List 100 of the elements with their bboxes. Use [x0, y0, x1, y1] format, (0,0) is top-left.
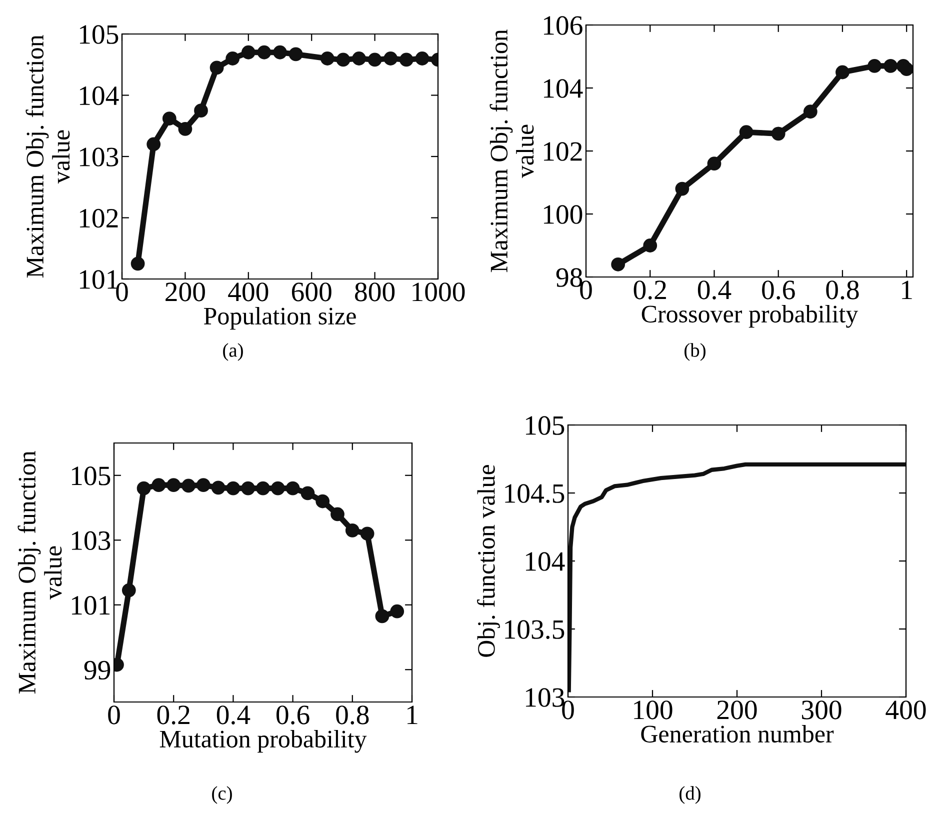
point	[256, 481, 270, 496]
point	[836, 65, 850, 80]
point	[241, 481, 256, 496]
y-tick-label: 103	[72, 531, 110, 550]
y-tick-label: 105	[80, 25, 118, 44]
x-tick-label: 200	[717, 700, 757, 720]
point	[352, 52, 366, 66]
y-axis-title: Obj. function value	[477, 465, 500, 657]
x-axis-title: Crossover probability	[642, 304, 858, 328]
text: (d)	[680, 786, 700, 804]
point	[884, 59, 898, 73]
y-tick-label: 100	[544, 205, 582, 224]
y-tick-label: 103	[80, 148, 118, 166]
y-tick-label: 102	[80, 208, 118, 228]
y-tick-label: 103.5	[505, 620, 564, 640]
y-tick-label: 106	[544, 16, 582, 35]
point	[384, 52, 398, 66]
x-tick-label: 1	[902, 280, 912, 300]
point	[390, 604, 404, 618]
x-tick-label: 0.6	[276, 706, 310, 724]
x-axis-title: Mutation probability	[160, 730, 367, 753]
point	[675, 182, 690, 196]
point	[320, 52, 334, 66]
point	[771, 126, 786, 141]
point	[270, 481, 285, 496]
y-tick-label: 104.5	[505, 484, 564, 504]
text: (c)	[212, 786, 232, 804]
point	[415, 52, 430, 66]
point	[130, 256, 145, 271]
y-tick-label: 105	[72, 466, 110, 486]
y-tick-label: 102	[544, 142, 582, 161]
point	[739, 125, 754, 140]
x-tick-label: 0	[108, 706, 120, 724]
point	[803, 104, 818, 119]
y-tick-label: 104	[544, 79, 583, 98]
point	[211, 480, 226, 495]
text: (a)	[223, 343, 243, 361]
y-tick-label: 101	[72, 596, 110, 615]
x-tick-label: 0.4	[698, 280, 732, 300]
point	[166, 478, 181, 492]
point	[360, 526, 374, 541]
point	[288, 47, 303, 62]
x-tick-label: 0.8	[336, 706, 369, 724]
point	[868, 59, 882, 73]
point	[178, 122, 192, 136]
x-tick-label: 200	[166, 282, 205, 302]
point	[146, 137, 161, 152]
y-tick-label: 98	[556, 268, 582, 287]
line-series	[568, 462, 906, 692]
point	[368, 52, 382, 67]
x-tick-label: 1	[408, 706, 418, 724]
point	[162, 112, 176, 126]
x-tick-label: 1000	[412, 282, 465, 302]
x-tick-label: 0.6	[762, 280, 795, 300]
x-axis-title: Generation number	[641, 724, 834, 743]
y-tick-label: 103	[526, 688, 564, 707]
y-tick-label: 101	[80, 270, 118, 289]
point	[316, 494, 330, 508]
x-tick-label: 100	[634, 700, 672, 720]
x-tick-label: 0.8	[826, 280, 859, 300]
x-tick-label: 0	[116, 282, 128, 302]
x-tick-label: 400	[886, 700, 926, 720]
point	[330, 507, 344, 522]
point	[707, 156, 722, 171]
point	[286, 481, 300, 496]
point	[257, 45, 272, 60]
point	[345, 523, 360, 538]
point	[196, 478, 210, 492]
x-tick-label: 0.2	[634, 280, 666, 300]
point	[182, 478, 196, 493]
point	[152, 478, 166, 492]
point	[336, 52, 350, 67]
point	[900, 62, 913, 76]
x-tick-label: 400	[228, 282, 268, 302]
x-tick-label: 0.2	[157, 706, 190, 724]
point	[194, 104, 208, 118]
x-tick-label: 800	[355, 282, 395, 302]
point	[122, 583, 136, 598]
point	[611, 257, 626, 272]
y-tick-label: 104	[526, 552, 565, 571]
text: (b)	[684, 343, 706, 361]
point	[375, 609, 390, 624]
y-tick-label: 105	[526, 416, 564, 435]
y-tick-label: 104	[80, 86, 119, 106]
x-tick-label: 600	[292, 282, 332, 302]
point	[210, 60, 224, 75]
point	[241, 45, 256, 60]
x-axis-title: Population size	[204, 306, 356, 330]
y-axis-title: Maximum Obj. function value	[490, 30, 534, 272]
y-axis-title: Maximum Obj. function value	[26, 35, 70, 278]
y-tick-label: 99	[84, 660, 110, 680]
point	[399, 52, 414, 67]
point	[273, 45, 287, 60]
point	[300, 486, 315, 500]
x-tick-label: 0	[580, 280, 592, 300]
x-tick-label: 300	[802, 700, 842, 720]
point	[226, 481, 240, 496]
point	[226, 52, 240, 66]
point	[643, 238, 658, 252]
y-axis-title: Maximum Obj. function value	[18, 451, 62, 694]
